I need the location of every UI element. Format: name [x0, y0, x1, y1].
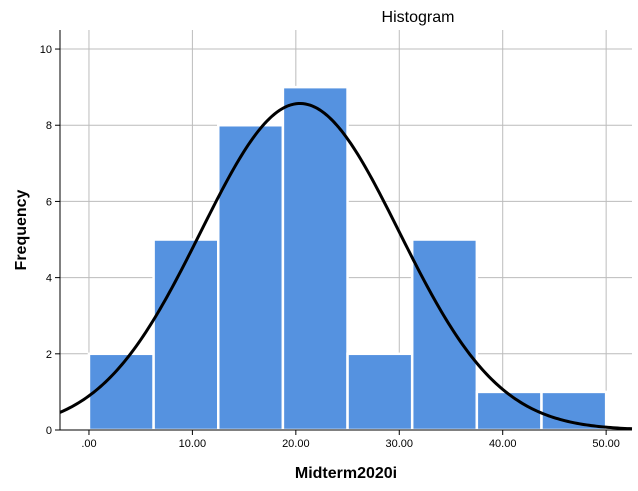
y-tick-label: 8 [46, 120, 52, 132]
x-tick-label: 30.00 [386, 438, 414, 450]
axes [55, 30, 632, 435]
x-tick-label: 40.00 [489, 438, 517, 450]
y-tick-label: 0 [46, 425, 52, 437]
y-axis-title: Frequency [13, 189, 30, 270]
x-tick-label: 10.00 [179, 438, 207, 450]
x-tick-label: .00 [81, 438, 96, 450]
x-axis-title: Midterm2020i [295, 465, 397, 482]
histogram-bar [410, 238, 479, 432]
histogram-bar [152, 238, 220, 432]
y-tick-label: 2 [46, 349, 52, 361]
normal-curve [59, 101, 633, 431]
histogram-bar [475, 390, 543, 432]
histogram-bar [540, 390, 608, 432]
histogram-bar [281, 85, 349, 432]
chart-title: Histogram [382, 9, 455, 26]
histogram-bar [217, 123, 285, 432]
y-tick-label: 10 [40, 44, 52, 56]
histogram-bar [346, 352, 414, 432]
x-tick-label: 20.00 [282, 438, 310, 450]
y-tick-label: 4 [46, 273, 52, 285]
histogram-bars [87, 85, 608, 432]
x-tick-label: 50.00 [592, 438, 620, 450]
y-tick-label: 6 [46, 196, 52, 208]
